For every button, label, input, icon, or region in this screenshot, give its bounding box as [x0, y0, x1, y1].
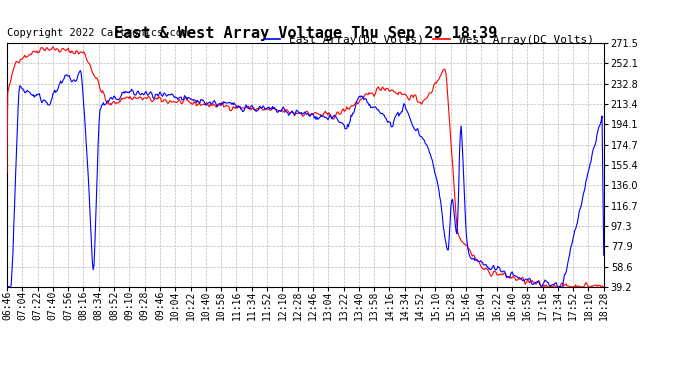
- Title: East & West Array Voltage Thu Sep 29 18:39: East & West Array Voltage Thu Sep 29 18:…: [114, 26, 497, 40]
- Text: Copyright 2022 Cartronics.com: Copyright 2022 Cartronics.com: [7, 28, 188, 38]
- Legend: East Array(DC Volts), West Array(DC Volts): East Array(DC Volts), West Array(DC Volt…: [259, 30, 598, 49]
